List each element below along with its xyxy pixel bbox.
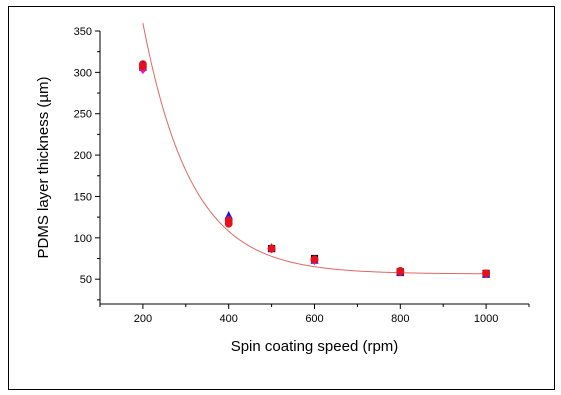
fit-curve [142, 23, 487, 275]
data-point-circle [267, 244, 276, 253]
data-point-circle [139, 62, 147, 71]
y-tick-label: 300 [74, 67, 92, 79]
x-tick-label: 1000 [474, 313, 498, 325]
x-axis-title: Spin coating speed (rpm) [231, 338, 399, 355]
x-tick-label: 200 [134, 313, 152, 325]
data-point-circle [396, 267, 405, 276]
y-tick-label: 250 [74, 109, 92, 121]
x-tick-label: 600 [305, 313, 323, 325]
data-point-circle [224, 216, 233, 225]
y-tick-label: 100 [74, 233, 92, 245]
y-tick-label: 150 [74, 191, 92, 203]
data-points [138, 60, 491, 279]
y-tick-label: 200 [74, 150, 92, 162]
x-tick-label: 800 [391, 313, 409, 325]
x-tick-label: 400 [220, 313, 238, 325]
axes: 50 100 150 200 250 300 350 200 400 600 800 1000 [74, 26, 530, 325]
data-point-circle [482, 269, 490, 278]
chart-frame [8, 6, 555, 390]
fit-curve-layer [142, 23, 487, 275]
y-tick-label: 350 [74, 26, 92, 38]
y-tick-label: 50 [80, 274, 92, 286]
data-point-circle [310, 255, 319, 264]
data-point-triangle [224, 210, 233, 220]
y-axis-title: PDMS layer thickness (µm) [35, 76, 52, 258]
